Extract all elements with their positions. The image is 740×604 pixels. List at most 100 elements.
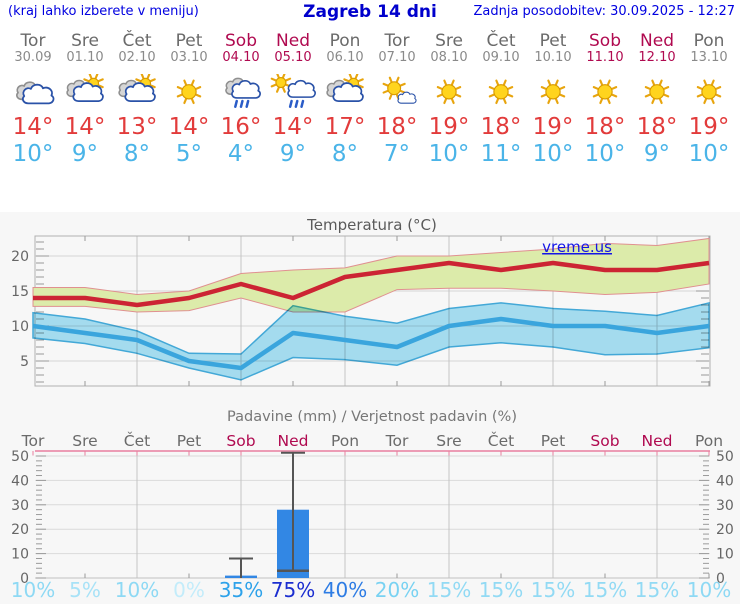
day-name: Pon [693,31,725,51]
precip-probability: 75% [271,578,315,600]
forecast-day-30.09[interactable]: Tor 30.09 14° 10° [7,25,59,167]
forecast-day-09.10[interactable]: Čet 09.10 18° 11° [475,25,527,167]
precip-day-label: Sob [226,432,255,450]
precip-day-label: Sre [436,432,461,450]
precip-day-label: Pet [177,432,201,450]
precip-probability: 15% [635,578,679,600]
day-name: Pon [329,31,361,51]
high-temp: 19° [428,114,470,140]
precip-probability: 5% [69,578,101,600]
location-menu-hint[interactable]: (kraj lahko izberete v meniju) [8,4,199,19]
low-temp: 5° [175,141,203,167]
precip-ytick-right: 10 [716,547,734,563]
precip-day-label: Pet [541,432,565,450]
day-date: 03.10 [170,50,208,65]
day-date: 10.10 [534,50,572,65]
low-temp: 8° [331,141,359,167]
day-date: 01.10 [66,50,104,65]
day-date: 11.10 [586,50,624,65]
precip-ytick-right: 30 [716,498,734,514]
high-temp: 18° [636,114,678,140]
last-update-text: Zadnja posodobitev: 30.09.2025 - 12:27 [473,4,735,19]
high-temp: 14° [168,114,210,140]
sun-rain-icon [267,72,319,112]
day-name: Ned [276,31,310,51]
precip-probability: 15% [479,578,523,600]
precip-ytick-left: 10 [11,547,29,563]
precip-day-label: Ned [278,432,309,450]
forecast-day-10.10[interactable]: Pet 10.10 19° 10° [527,25,579,167]
mostly-sunny-icon [371,74,423,112]
temp-ytick: 10 [11,319,29,335]
forecast-day-07.10[interactable]: Tor 07.10 18° 7° [371,25,423,167]
day-name: Čet [122,31,152,51]
high-temp: 14° [12,114,54,140]
low-temp: 4° [227,141,255,167]
forecast-day-02.10[interactable]: Čet 02.10 13° 8° [111,25,163,167]
precip-ytick-right: 20 [716,522,734,538]
high-temp: 13° [116,114,158,140]
low-temp: 9° [279,141,307,167]
temp-ytick: 5 [20,354,29,370]
day-date: 12.10 [638,50,676,65]
day-name: Čet [486,31,516,51]
sunny-icon [579,74,631,112]
forecast-day-01.10[interactable]: Sre 01.10 14° 9° [59,25,111,167]
day-date: 08.10 [430,50,468,65]
day-date: 07.10 [378,50,416,65]
precip-day-label: Pon [695,432,723,450]
day-name: Ned [640,31,674,51]
precip-ytick-right: 0 [716,571,725,587]
day-date: 02.10 [118,50,156,65]
precip-day-label: Sob [590,432,619,450]
forecast-day-03.10[interactable]: Pet 03.10 14° 5° [163,25,215,167]
forecast-day-13.10[interactable]: Pon 13.10 19° 10° [683,25,735,167]
forecast-day-05.10[interactable]: Ned 05.10 14° 9° [267,25,319,167]
forecast-day-04.10[interactable]: Sob 04.10 16° 4° [215,25,267,167]
day-date: 30.09 [14,50,52,65]
sunny-icon [163,74,215,112]
precip-day-label: Ned [642,432,673,450]
low-temp: 11° [480,141,522,167]
precip-probability: 15% [427,578,471,600]
forecast-day-12.10[interactable]: Ned 12.10 18° 9° [631,25,683,167]
forecast-strip: Tor 30.09 14° 10° Sre 01.10 14° 9° Čet 02.10 13° 8°… [0,25,740,212]
watermark-link[interactable]: vreme.us [542,238,612,256]
temp-ytick: 20 [11,249,29,265]
precipitation-chart: Padavine (mm) / Verjetnost padavin (%) To… [0,400,740,602]
sunny-icon [423,74,475,112]
cloudy-icon [7,74,59,112]
low-temp: 7° [383,141,411,167]
low-temp: 10° [688,141,730,167]
day-name: Pet [175,31,203,51]
day-name: Pet [539,31,567,51]
precip-probability: 15% [531,578,575,600]
precip-ytick-left: 0 [20,571,29,587]
day-name: Tor [384,31,410,51]
sunny-icon [475,74,527,112]
low-temp: 10° [12,141,54,167]
day-date: 13.10 [690,50,728,65]
precip-day-label: Čet [124,431,150,450]
precip-day-label: Tor [21,432,45,450]
high-temp: 19° [532,114,574,140]
day-name: Sob [589,31,621,51]
precip-probability: 10% [115,578,159,600]
sunny-icon [683,74,735,112]
partly-sunny-icon [319,73,371,112]
precip-day-label: Pon [331,432,359,450]
page-title: Zagreb 14 dni [303,2,437,22]
forecast-day-06.10[interactable]: Pon 06.10 17° 8° [319,25,371,167]
high-temp-line [33,260,710,308]
day-date: 06.10 [326,50,364,65]
forecast-day-11.10[interactable]: Sob 11.10 18° 10° [579,25,631,167]
high-temp: 16° [220,114,262,140]
forecast-day-08.10[interactable]: Sre 08.10 19° 10° [423,25,475,167]
temp-ytick: 15 [11,284,29,300]
low-temp: 10° [532,141,574,167]
day-date: 04.10 [222,50,260,65]
precip-ytick-left: 30 [11,498,29,514]
precip-ytick-right: 50 [716,449,734,465]
page-header: (kraj lahko izberete v meniju) Zagreb 14… [0,0,740,25]
day-date: 05.10 [274,50,312,65]
